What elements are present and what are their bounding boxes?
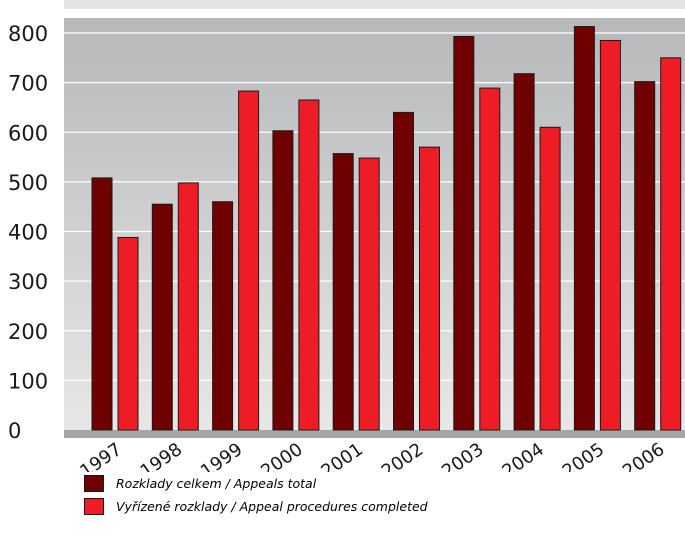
x-tick-label-1999: 1999 <box>197 439 247 472</box>
top-header-strip <box>64 0 685 9</box>
bar-appeals-total-2002 <box>393 111 414 431</box>
x-tick-label-2004: 2004 <box>498 439 548 472</box>
legend-item-appeals-completed: Vyřízené rozklady / Appeal procedures co… <box>84 497 428 515</box>
y-tick-label: 200 <box>8 320 48 344</box>
bar-appeals-completed-2001 <box>358 157 380 431</box>
x-tick-label-2002: 2002 <box>378 439 428 472</box>
x-tick-label-1997: 1997 <box>76 439 126 472</box>
legend-swatch-appeals-total <box>84 474 104 492</box>
legend-label-appeals-total: Rozklady celkem / Appeals total <box>116 475 317 491</box>
legend-swatch-appeals-completed <box>84 497 104 515</box>
bar-appeals-completed-2004 <box>539 126 561 431</box>
x-tick-label-2006: 2006 <box>619 439 669 472</box>
x-tick-label-2003: 2003 <box>438 439 488 472</box>
bar-appeals-completed-2006 <box>660 57 682 431</box>
y-tick-label: 100 <box>8 369 48 393</box>
y-tick-label: 800 <box>8 22 48 46</box>
bar-appeals-completed-1997 <box>117 236 139 431</box>
bar-appeals-total-2006 <box>634 81 656 431</box>
x-tick-label-2000: 2000 <box>257 439 307 472</box>
bar-appeals-total-1997 <box>91 177 113 431</box>
bar-appeals-total-1998 <box>151 203 173 431</box>
y-tick-label: 0 <box>8 419 21 443</box>
bar-appeals-completed-1998 <box>177 182 199 431</box>
x-tick-label-2005: 2005 <box>559 439 609 472</box>
bar-appeals-total-2005 <box>573 26 595 431</box>
bar-appeals-total-2000 <box>272 130 294 431</box>
bar-chart: 0 100 200 300 400 500 600 700 800 1997 1998 1999 20… <box>8 18 685 472</box>
x-tick-label-1998: 1998 <box>137 439 187 472</box>
y-tick-label: 400 <box>8 221 48 245</box>
y-tick-label: 300 <box>8 270 48 294</box>
x-tick-label-2001: 2001 <box>317 439 367 472</box>
bar-appeals-completed-2000 <box>298 99 320 431</box>
legend-item-appeals-total: Rozklady celkem / Appeals total <box>84 474 316 492</box>
bar-appeals-total-2001 <box>332 153 354 431</box>
y-tick-label: 700 <box>8 72 48 96</box>
bar-appeals-completed-2002 <box>419 146 440 431</box>
bar-appeals-completed-2003 <box>479 87 501 431</box>
chart-baseline <box>64 430 685 438</box>
bar-appeals-total-2004 <box>513 73 535 431</box>
bar-appeals-total-2003 <box>453 35 475 431</box>
y-tick-label: 600 <box>8 121 48 145</box>
legend-label-appeals-completed: Vyřízené rozklady / Appeal procedures co… <box>116 498 428 514</box>
bar-appeals-completed-2005 <box>599 39 621 431</box>
bar-appeals-total-1999 <box>212 201 234 431</box>
bar-appeals-completed-1999 <box>238 90 260 431</box>
y-tick-label: 500 <box>8 171 48 195</box>
